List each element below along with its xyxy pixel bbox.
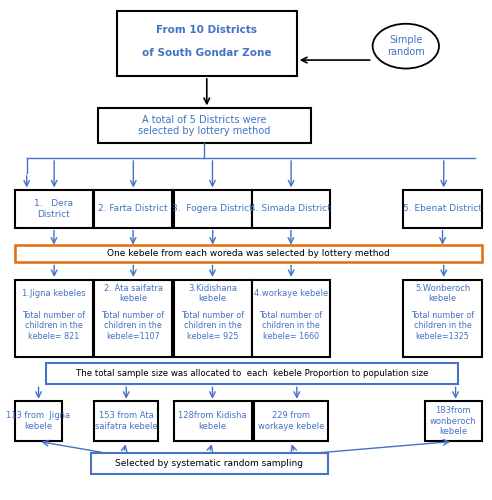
- Text: Total number of
children in the
kebele= 1660: Total number of children in the kebele= …: [259, 311, 322, 340]
- Text: 229 from
workaye kebele: 229 from workaye kebele: [258, 412, 324, 430]
- Text: One kebele from each woreda was selected by lottery method: One kebele from each woreda was selected…: [107, 249, 390, 258]
- FancyBboxPatch shape: [94, 190, 172, 228]
- Text: 4. Simada District: 4. Simada District: [250, 204, 331, 214]
- Text: 2. Ata saifatra
kebele: 2. Ata saifatra kebele: [104, 284, 162, 304]
- FancyBboxPatch shape: [15, 280, 93, 357]
- FancyBboxPatch shape: [15, 245, 482, 262]
- Text: 3.  Fogera District: 3. Fogera District: [172, 204, 253, 214]
- Text: The total sample size was allocated to  each  kebele Proportion to population si: The total sample size was allocated to e…: [76, 370, 428, 378]
- FancyBboxPatch shape: [117, 12, 297, 76]
- Text: 1.Jigna kebeles: 1.Jigna kebeles: [22, 290, 86, 298]
- Text: 128from Kidisha
kebele: 128from Kidisha kebele: [179, 412, 247, 430]
- FancyBboxPatch shape: [46, 364, 458, 384]
- FancyBboxPatch shape: [91, 453, 328, 474]
- FancyBboxPatch shape: [403, 190, 482, 228]
- FancyBboxPatch shape: [174, 400, 252, 442]
- FancyBboxPatch shape: [94, 280, 172, 357]
- FancyBboxPatch shape: [174, 190, 252, 228]
- FancyBboxPatch shape: [425, 400, 482, 442]
- Text: 153 from Ata
saifatra kebele: 153 from Ata saifatra kebele: [94, 412, 157, 430]
- Text: 1.   Dera
District: 1. Dera District: [34, 200, 73, 218]
- Text: Selected by systematic random sampling: Selected by systematic random sampling: [115, 459, 303, 468]
- FancyBboxPatch shape: [94, 400, 158, 442]
- FancyBboxPatch shape: [98, 108, 311, 143]
- FancyBboxPatch shape: [15, 400, 62, 442]
- Text: From 10 Districts

of South Gondar Zone: From 10 Districts of South Gondar Zone: [142, 24, 272, 58]
- Text: Simple
random: Simple random: [387, 36, 425, 57]
- FancyBboxPatch shape: [403, 280, 482, 357]
- Text: Total number of
children in the
kebele=1107: Total number of children in the kebele=1…: [101, 311, 165, 340]
- Text: 4.workaye kebele: 4.workaye kebele: [254, 290, 328, 298]
- Text: Total number of
children in the
kebele=1325: Total number of children in the kebele=1…: [411, 311, 474, 340]
- Ellipse shape: [372, 24, 439, 68]
- Text: 3.Kidishana
kebele: 3.Kidishana kebele: [188, 284, 237, 304]
- Text: 5. Ebenat District: 5. Ebenat District: [403, 204, 482, 214]
- Text: 113 from  Jigna
kebele: 113 from Jigna kebele: [6, 412, 71, 430]
- FancyBboxPatch shape: [15, 190, 93, 228]
- FancyBboxPatch shape: [254, 400, 328, 442]
- Text: Total number of
children in the
kebele= 925: Total number of children in the kebele= …: [181, 311, 244, 340]
- Text: A total of 5 Districts were
selected by lottery method: A total of 5 Districts were selected by …: [138, 115, 271, 136]
- FancyBboxPatch shape: [252, 280, 330, 357]
- Text: Total number of
children in the
kebele= 821: Total number of children in the kebele= …: [22, 311, 86, 340]
- Text: 183from
wonberoch
kebele: 183from wonberoch kebele: [430, 406, 476, 436]
- FancyBboxPatch shape: [174, 280, 252, 357]
- Text: 2. Farta District: 2. Farta District: [98, 204, 168, 214]
- FancyBboxPatch shape: [252, 190, 330, 228]
- Text: 5.Wonberoch
kebele: 5.Wonberoch kebele: [415, 284, 470, 304]
